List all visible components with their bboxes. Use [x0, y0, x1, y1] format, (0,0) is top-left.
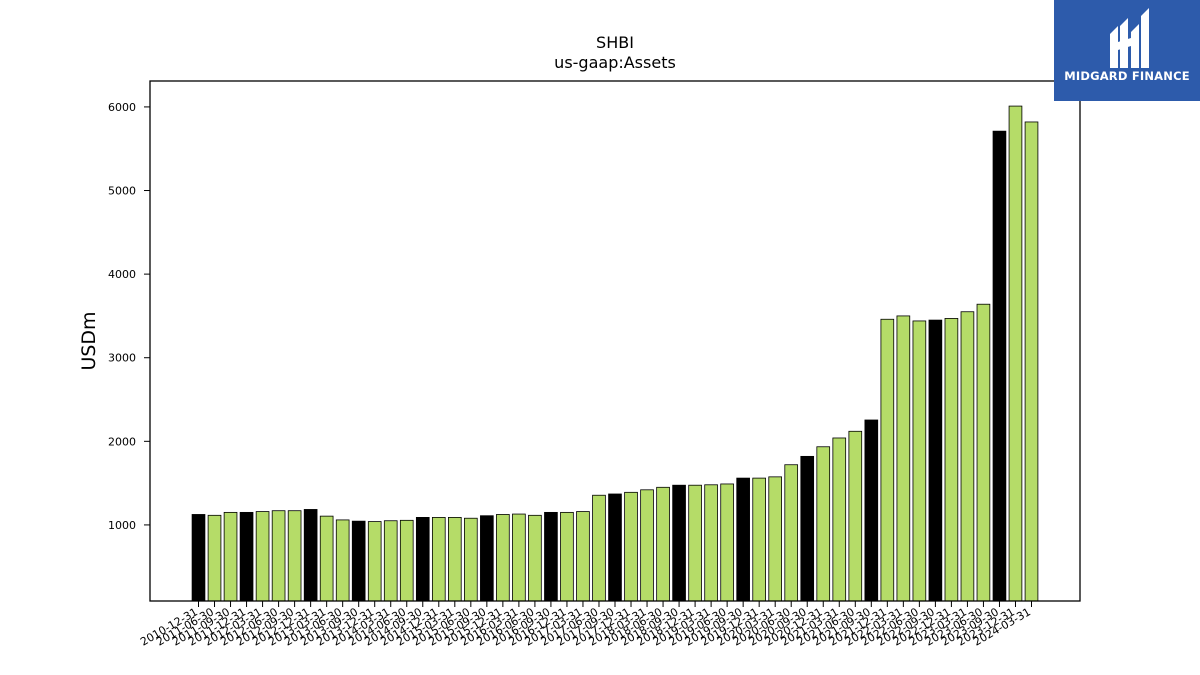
bar-2023-09-30 — [1008, 105, 1023, 602]
bar-2012-12-31 — [319, 515, 334, 602]
bar-2015-03-31 — [464, 517, 478, 602]
bars-group — [191, 105, 1039, 602]
bar-2020-12-31 — [832, 437, 847, 602]
bar-2022-06-30 — [928, 319, 943, 602]
bar-2016-03-31 — [528, 514, 542, 602]
bar-2017-06-30 — [608, 493, 622, 602]
bar-2019-09-30 — [752, 477, 766, 602]
bar-2012-06-30 — [287, 510, 302, 602]
bar-2011-06-30 — [223, 511, 238, 602]
x-axis-ticks: 2010-12-312011-06-302011-09-302011-12-31… — [138, 601, 1033, 649]
bar-2019-12-31 — [768, 476, 783, 602]
y-axis-ticks: 1000 2000 3000 4000 5000 6000 — [108, 101, 150, 532]
bar-2010-12-31 — [191, 514, 206, 602]
bar-2018-03-31 — [656, 486, 670, 602]
bar-2011-12-31 — [255, 511, 270, 602]
bar-2021-12-31 — [896, 315, 911, 602]
bar-2017-03-31 — [592, 494, 606, 602]
midgard-finance-logo: MIDGARD FINANCE — [1054, 0, 1200, 101]
bar-2018-12-31 — [704, 484, 718, 602]
y-axis-label: USDm — [78, 311, 100, 370]
bar-2022-12-31 — [960, 311, 975, 602]
bar-2021-06-30 — [864, 419, 879, 602]
bar-2015-06-30 — [480, 515, 494, 602]
bar-2012-03-31 — [271, 510, 286, 602]
bar-2012-09-30 — [303, 509, 318, 602]
bar-2014-12-31 — [447, 517, 462, 602]
bar-2022-03-31 — [912, 320, 927, 602]
bar-2023-12-31 — [1024, 121, 1039, 602]
bar-2011-09-30 — [239, 511, 254, 602]
bar-2021-09-30 — [880, 318, 895, 602]
logo-text: MIDGARD FINANCE — [1064, 69, 1190, 83]
bar-2013-12-31 — [383, 520, 398, 602]
bar-2021-03-31 — [848, 430, 863, 602]
midgard-logo-icon — [1110, 8, 1149, 68]
bar-2018-06-30 — [672, 484, 686, 602]
chart-title: SHBI — [596, 33, 634, 52]
bar-2016-09-30 — [560, 511, 574, 602]
bar-2019-06-30 — [736, 477, 750, 602]
bar-2019-03-31 — [720, 483, 734, 602]
y-tick-label: 4000 — [108, 268, 136, 281]
bar-2023-03-31 — [976, 303, 991, 602]
bar-2014-06-30 — [415, 517, 430, 602]
plot-frame — [149, 80, 1081, 602]
bar-2020-09-30 — [816, 446, 831, 602]
y-tick-label: 5000 — [108, 185, 136, 198]
bar-2015-09-30 — [496, 514, 510, 602]
y-tick-label: 6000 — [108, 101, 136, 114]
bar-2015-12-31 — [512, 513, 526, 602]
bar-2011-03-31 — [207, 514, 222, 602]
chart-subtitle: us-gaap:Assets — [554, 53, 676, 72]
bar-2020-06-30 — [800, 455, 815, 602]
bar-2017-09-30 — [624, 491, 638, 602]
bar-2022-09-30 — [944, 318, 959, 602]
y-tick-label: 3000 — [108, 352, 136, 365]
bar-2013-09-30 — [367, 521, 382, 602]
bar-2016-12-31 — [576, 511, 590, 602]
bar-2013-03-31 — [335, 519, 350, 602]
y-tick-label: 1000 — [108, 519, 136, 532]
bar-2014-09-30 — [431, 517, 446, 602]
bar-2016-06-30 — [544, 511, 558, 602]
bar-2023-06-30 — [992, 130, 1007, 602]
bar-2018-09-30 — [688, 484, 702, 602]
bar-2014-03-31 — [399, 519, 414, 602]
y-tick-label: 2000 — [108, 435, 136, 448]
bar-2013-06-30 — [351, 520, 366, 602]
bar-2020-03-31 — [784, 464, 799, 602]
bar-2017-12-31 — [640, 489, 654, 602]
